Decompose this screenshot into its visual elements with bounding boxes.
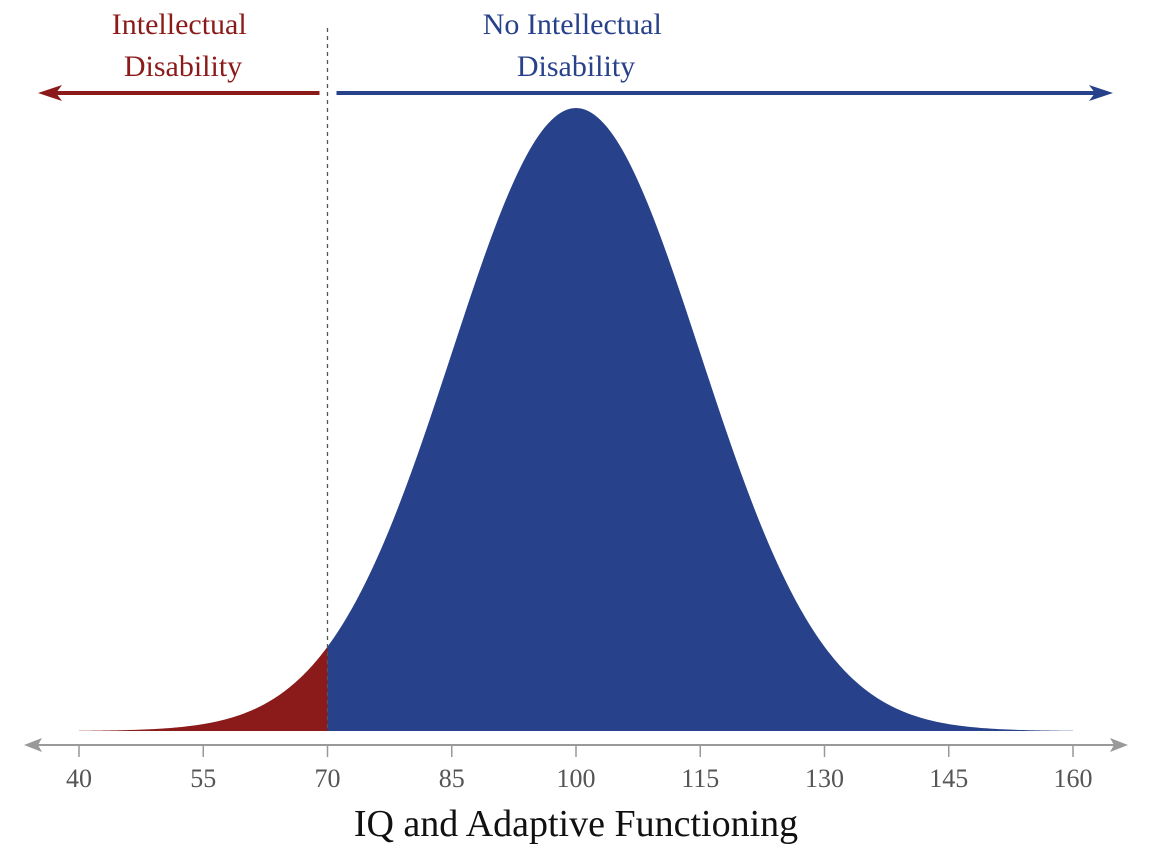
- intellectual-disability-label-line-2: Disability: [124, 50, 242, 83]
- no-intellectual-disability-label-line-1: No Intellectual: [483, 8, 662, 41]
- no-intellectual-disability-area: [327, 108, 1073, 731]
- x-tick-label: 85: [439, 764, 465, 793]
- x-axis-label: IQ and Adaptive Functioning: [354, 803, 798, 845]
- x-tick-label: 130: [805, 764, 844, 793]
- x-tick-label: 40: [66, 764, 92, 793]
- x-tick-label: 115: [681, 764, 719, 793]
- intellectual-disability-label: Intellectual Disability: [112, 8, 254, 83]
- x-tick-label: 145: [929, 764, 968, 793]
- intellectual-disability-arrow: [38, 85, 320, 101]
- no-intellectual-disability-arrow-head: [1089, 85, 1113, 101]
- x-tick-label: 70: [315, 764, 341, 793]
- x-axis-right-arrowhead: [1110, 738, 1128, 752]
- no-intellectual-disability-label-line-2: Disability: [517, 50, 635, 83]
- x-axis-left-arrowhead: [24, 738, 42, 752]
- intellectual-disability-area: [79, 646, 328, 731]
- intellectual-disability-arrow-head: [38, 85, 62, 101]
- intellectual-disability-label-line-1: Intellectual: [112, 8, 247, 41]
- no-intellectual-disability-arrow: [336, 85, 1113, 101]
- no-intellectual-disability-label: No Intellectual Disability: [483, 8, 670, 83]
- x-tick-label: 160: [1054, 764, 1093, 793]
- x-tick-label: 100: [557, 764, 596, 793]
- x-axis-ticks: 40 55 70 85 100 115 130 145 160: [66, 745, 1093, 793]
- x-tick-label: 55: [190, 764, 216, 793]
